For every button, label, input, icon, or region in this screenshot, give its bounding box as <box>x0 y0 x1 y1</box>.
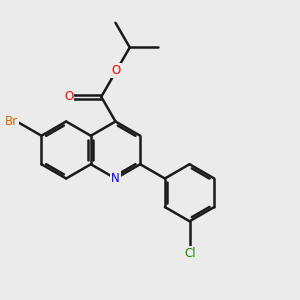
Text: O: O <box>112 64 121 77</box>
Text: O: O <box>64 90 74 103</box>
Text: N: N <box>111 172 120 185</box>
Text: Br: Br <box>5 115 18 128</box>
Text: Cl: Cl <box>184 247 196 260</box>
